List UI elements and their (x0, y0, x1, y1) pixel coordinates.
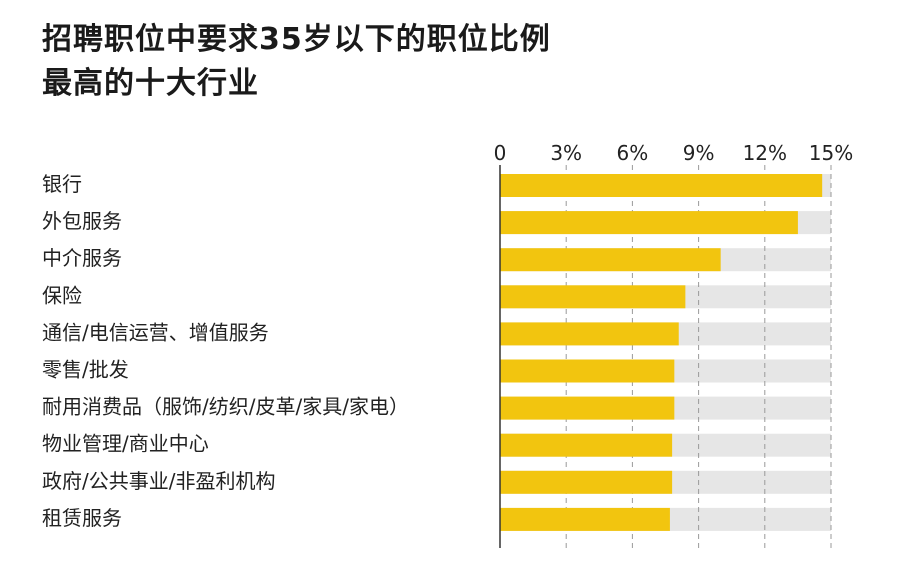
category-label: 通信/电信运营、增值服务 (42, 320, 269, 344)
bar (500, 211, 798, 235)
category-label: 政府/公共事业/非盈利机构 (42, 469, 275, 493)
bar (500, 359, 675, 383)
category-label: 物业管理/商业中心 (42, 432, 209, 456)
category-label: 中介服务 (42, 246, 122, 270)
chart-title-line-1: 招聘职位中要求35岁以下的职位比例 (42, 22, 551, 57)
x-tick-label: 6% (617, 141, 649, 165)
chart-title-line-2: 最高的十大行业 (42, 66, 259, 101)
bar (500, 433, 673, 457)
category-label: 外包服务 (42, 209, 122, 233)
chart-title: 招聘职位中要求35岁以下的职位比例 最高的十大行业 (42, 18, 551, 106)
bar (500, 507, 670, 531)
x-tick-label: 15% (809, 141, 853, 165)
category-label: 零售/批发 (42, 358, 129, 382)
bar (500, 174, 823, 197)
bar (500, 248, 721, 272)
category-label: 耐用消费品（服饰/纺织/皮革/家具/家电） (42, 395, 409, 419)
bar (500, 470, 673, 494)
x-tick-label: 3% (550, 141, 582, 165)
category-label: 银行 (42, 172, 82, 196)
category-label: 租赁服务 (42, 506, 122, 530)
bar (500, 285, 686, 309)
bar (500, 322, 679, 346)
category-label: 保险 (42, 283, 82, 307)
x-tick-label: 0 (494, 141, 507, 165)
x-tick-label: 9% (683, 141, 715, 165)
x-tick-label: 12% (743, 141, 787, 165)
bar (500, 396, 675, 420)
